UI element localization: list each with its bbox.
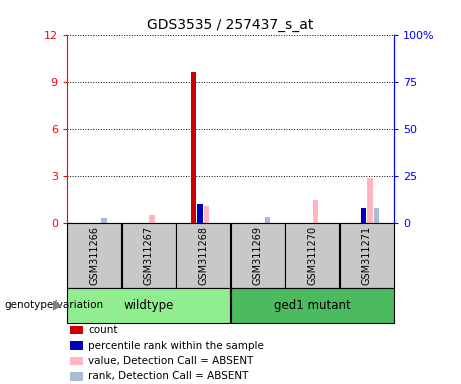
Bar — [265, 217, 271, 223]
Bar — [340, 223, 394, 288]
Text: wildtype: wildtype — [124, 299, 174, 312]
Bar — [101, 218, 107, 223]
Bar — [70, 341, 83, 350]
Bar — [313, 200, 319, 223]
Text: GSM311270: GSM311270 — [307, 226, 317, 285]
Text: rank, Detection Call = ABSENT: rank, Detection Call = ABSENT — [88, 371, 248, 381]
Bar — [285, 223, 339, 288]
Text: ▶: ▶ — [53, 299, 62, 312]
Bar — [197, 204, 203, 223]
Text: value, Detection Call = ABSENT: value, Detection Call = ABSENT — [88, 356, 254, 366]
Bar — [70, 326, 83, 334]
Bar — [149, 215, 155, 223]
Text: count: count — [88, 325, 118, 335]
Bar — [367, 177, 373, 223]
Bar — [122, 223, 176, 288]
Bar — [361, 208, 366, 223]
Bar — [204, 206, 209, 223]
Title: GDS3535 / 257437_s_at: GDS3535 / 257437_s_at — [148, 18, 313, 32]
Bar — [67, 288, 230, 323]
Text: ged1 mutant: ged1 mutant — [274, 299, 351, 312]
Bar — [67, 223, 121, 288]
Text: genotype/variation: genotype/variation — [5, 300, 104, 310]
Text: GSM311271: GSM311271 — [362, 226, 372, 285]
Text: GSM311269: GSM311269 — [253, 226, 263, 285]
Text: GSM311267: GSM311267 — [144, 226, 154, 285]
Bar — [70, 372, 83, 381]
Text: GSM311266: GSM311266 — [89, 226, 99, 285]
Bar — [70, 357, 83, 365]
Text: GSM311268: GSM311268 — [198, 226, 208, 285]
Bar — [374, 208, 379, 223]
Bar — [190, 72, 196, 223]
Bar — [230, 288, 394, 323]
Text: percentile rank within the sample: percentile rank within the sample — [88, 341, 264, 351]
Bar — [230, 223, 285, 288]
Bar — [176, 223, 230, 288]
